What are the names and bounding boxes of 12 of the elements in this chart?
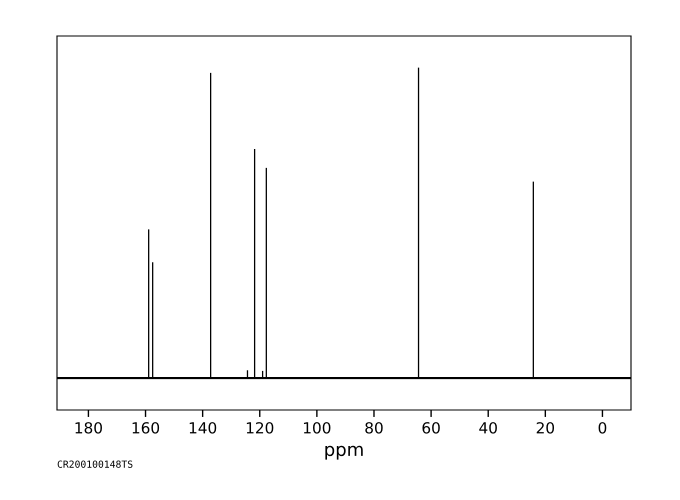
- x-tick-label: 20: [536, 422, 554, 434]
- x-tick-label: 0: [598, 422, 606, 434]
- x-tick-label: 120: [246, 422, 274, 434]
- x-tick-label: 180: [76, 422, 102, 434]
- text: CR200100148TS: [58, 460, 132, 468]
- x-tick-label: 80: [365, 422, 383, 434]
- x-tick-label: 60: [422, 422, 440, 434]
- x-tick-label: 40: [479, 422, 497, 434]
- x-axis-title: ppm: [325, 446, 363, 460]
- x-tick-label: 160: [132, 422, 160, 434]
- x-tick-label: 100: [304, 422, 330, 434]
- x-tick-label: 140: [190, 422, 216, 434]
